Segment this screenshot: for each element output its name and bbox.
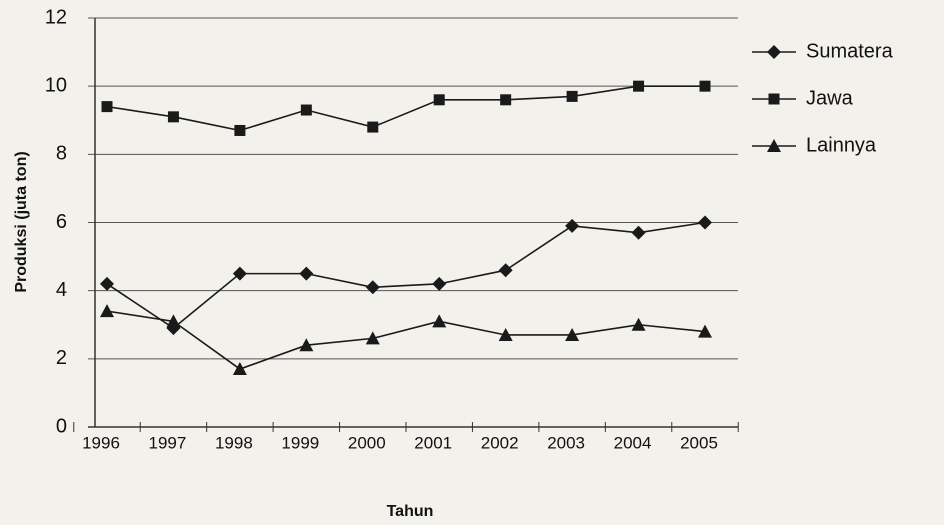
data-point — [565, 218, 580, 233]
x-tick-label: 2002 — [481, 433, 519, 452]
legend-marker — [767, 139, 781, 152]
legend-label: Lainnya — [806, 134, 877, 156]
data-point — [300, 104, 312, 116]
y-tick-label: 12 — [45, 6, 67, 28]
y-tick-label: 10 — [45, 74, 67, 96]
legend-marker — [767, 45, 781, 59]
series-line — [106, 310, 706, 370]
y-tick-label: 2 — [56, 347, 67, 369]
x-tick-label: 2005 — [680, 433, 718, 452]
data-point — [566, 90, 578, 102]
x-tick-label: 1997 — [149, 433, 187, 452]
data-point — [498, 327, 513, 341]
x-tick-label: 2004 — [614, 433, 652, 452]
data-point — [167, 111, 179, 123]
data-point — [299, 266, 314, 281]
x-tick-label: 1998 — [215, 433, 253, 452]
series-line — [106, 221, 706, 330]
data-point — [365, 280, 380, 295]
y-tick-label: 8 — [56, 143, 67, 165]
x-tick-label: 2001 — [414, 433, 452, 452]
data-point — [232, 266, 247, 281]
y-tick-label: 0 — [56, 415, 67, 437]
data-point — [698, 324, 712, 338]
x-axis-label: Tahun — [387, 503, 434, 520]
data-point — [365, 331, 380, 345]
y-axis-label: Produksi (juta ton) — [13, 151, 30, 292]
x-tick-label: 2003 — [547, 433, 585, 452]
data-point — [100, 304, 114, 318]
data-point — [234, 124, 246, 136]
data-point — [500, 94, 512, 106]
data-point — [631, 225, 646, 240]
legend-label: Jawa — [806, 87, 854, 109]
data-point — [100, 276, 114, 291]
data-point — [565, 327, 580, 341]
x-tick-label: 2000 — [348, 433, 386, 452]
data-point — [432, 314, 447, 328]
data-point — [498, 263, 513, 278]
data-point — [633, 80, 645, 92]
data-point — [699, 80, 711, 92]
data-point — [101, 101, 113, 113]
y-tick-label: 6 — [56, 211, 67, 233]
data-point — [433, 94, 445, 106]
data-point — [299, 338, 314, 352]
data-point — [631, 317, 646, 331]
legend-label: Sumatera — [806, 40, 894, 62]
series-line — [106, 85, 705, 132]
y-tick-label: 4 — [56, 279, 67, 301]
data-point — [166, 314, 181, 328]
data-point — [698, 215, 712, 230]
data-point — [432, 276, 447, 291]
legend-marker — [768, 93, 780, 105]
x-tick-label: 1996 — [82, 433, 120, 452]
data-point — [367, 121, 379, 133]
data-point — [232, 362, 247, 376]
x-tick-label: 1999 — [281, 433, 319, 452]
